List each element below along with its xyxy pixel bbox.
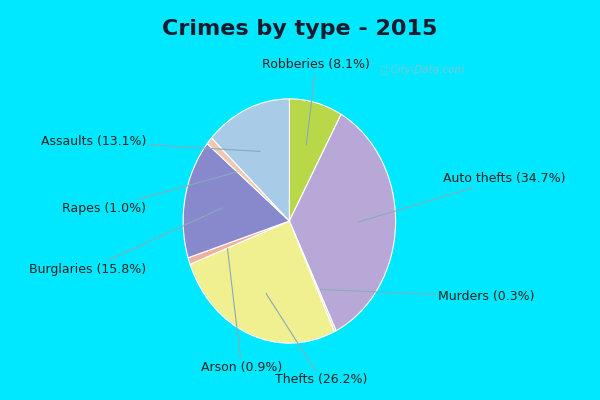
Wedge shape [212,99,289,221]
Text: ⓘ City-Data.com: ⓘ City-Data.com [381,65,464,75]
Wedge shape [289,114,395,331]
Wedge shape [289,221,336,332]
Text: Crimes by type - 2015: Crimes by type - 2015 [163,19,437,39]
Wedge shape [183,144,289,258]
Text: Rapes (1.0%): Rapes (1.0%) [62,172,237,215]
Text: Auto thefts (34.7%): Auto thefts (34.7%) [358,172,566,222]
Wedge shape [190,221,334,343]
Text: Murders (0.3%): Murders (0.3%) [320,290,535,303]
Wedge shape [289,99,341,221]
Text: Assaults (13.1%): Assaults (13.1%) [41,135,260,152]
Wedge shape [207,138,289,221]
Text: Arson (0.9%): Arson (0.9%) [201,248,282,374]
Text: Robberies (8.1%): Robberies (8.1%) [262,58,370,145]
Text: Thefts (26.2%): Thefts (26.2%) [266,294,367,386]
Text: Burglaries (15.8%): Burglaries (15.8%) [29,208,222,276]
Wedge shape [188,221,289,264]
